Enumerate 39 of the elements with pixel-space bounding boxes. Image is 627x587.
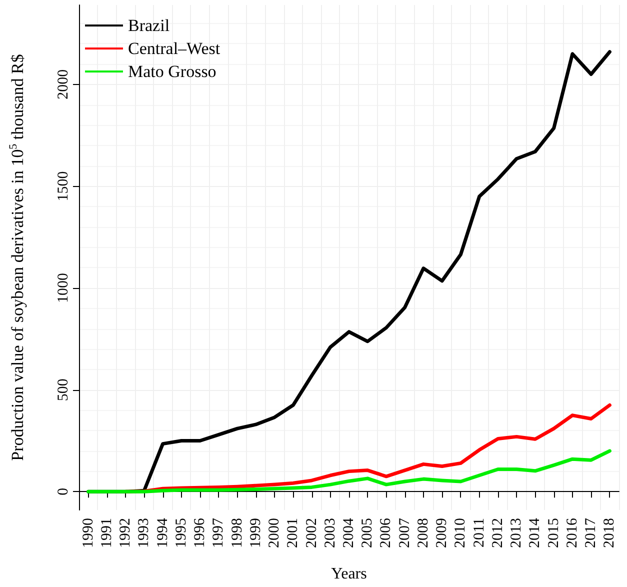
x-tick-label: 2011 bbox=[471, 518, 488, 548]
x-tick-label: 2004 bbox=[341, 518, 357, 548]
x-tick-label: 2005 bbox=[360, 518, 376, 548]
x-axis-title: Years bbox=[331, 566, 367, 582]
y-tick-label: 1500 bbox=[56, 171, 72, 202]
x-tick-label: 2006 bbox=[378, 518, 394, 548]
legend-label: Mato Grosso bbox=[128, 62, 216, 81]
x-tick-label: 2007 bbox=[396, 518, 413, 548]
x-tick-label: 2009 bbox=[434, 518, 450, 548]
x-tick-label: 1997 bbox=[210, 518, 227, 548]
x-tick-label: 1992 bbox=[118, 518, 134, 548]
x-tick-label: 2013 bbox=[508, 518, 525, 548]
x-tick-label: 1990 bbox=[80, 518, 96, 548]
y-tick-label: 500 bbox=[56, 378, 72, 402]
x-tick-label: 2002 bbox=[304, 518, 320, 548]
y-tick-label: 0 bbox=[56, 488, 72, 496]
x-tick-label: 2000 bbox=[266, 518, 283, 548]
x-tick-label: 2016 bbox=[564, 518, 580, 548]
y-axis-title: Production value of soybean derivatives in 105 thousand R$ bbox=[8, 54, 27, 461]
x-tick-label: 2017 bbox=[583, 518, 600, 548]
x-tick-label: 1996 bbox=[192, 518, 208, 548]
x-tick-label: 1998 bbox=[229, 518, 246, 548]
x-tick-label: 2018 bbox=[602, 518, 618, 548]
x-tick-label: 2014 bbox=[527, 518, 544, 548]
legend-label: Brazil bbox=[128, 16, 170, 35]
x-tick-label: 2015 bbox=[546, 518, 562, 548]
x-tick-label: 1991 bbox=[98, 518, 115, 548]
x-tick-label: 2010 bbox=[452, 518, 469, 548]
x-tick-label: 2003 bbox=[322, 518, 338, 548]
x-tick-label: 2001 bbox=[285, 518, 302, 548]
x-tick-label: 1994 bbox=[154, 518, 171, 548]
x-tick-label: 1995 bbox=[173, 518, 190, 548]
legend-label: Central–West bbox=[128, 39, 220, 58]
x-tick-label: 2008 bbox=[415, 518, 432, 548]
x-tick-label: 1999 bbox=[248, 518, 264, 548]
y-tick-label: 2000 bbox=[56, 69, 72, 100]
x-tick-label: 1993 bbox=[136, 518, 152, 548]
x-tick-label: 2012 bbox=[490, 518, 506, 548]
y-tick-label: 1000 bbox=[56, 273, 72, 304]
